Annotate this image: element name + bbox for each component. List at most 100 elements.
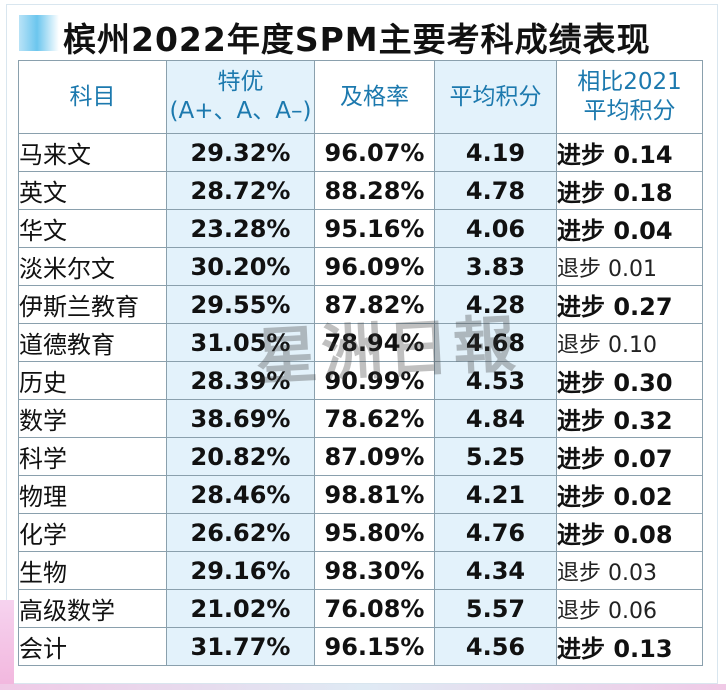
table-row: 历史 28.39% 90.99% 4.53 进步 0.30	[18, 361, 703, 400]
cell-compare: 退步 0.10	[556, 323, 703, 362]
change-value: 0.10	[608, 332, 657, 358]
cell-pass-rate: 87.82%	[314, 285, 435, 324]
cell-subject: 伊斯兰教育	[18, 285, 167, 324]
cell-average: 5.57	[434, 589, 557, 628]
table-row: 数学 38.69% 78.62% 4.84 进步 0.32	[18, 399, 703, 438]
table-row: 道德教育 31.05% 78.94% 4.68 退步 0.10	[18, 323, 703, 362]
header-distinction: 特优 (A+、A、A–)	[166, 60, 315, 134]
cell-compare: 进步 0.04	[556, 209, 703, 248]
trend-label: 进步	[557, 293, 606, 321]
change-value: 0.13	[613, 635, 673, 663]
title-accent-bar	[19, 15, 59, 51]
cell-subject: 数学	[18, 399, 167, 438]
cell-distinction: 26.62%	[166, 513, 315, 552]
table-row: 会计 31.77% 96.15% 4.56 进步 0.13	[18, 627, 703, 666]
cell-subject: 淡米尔文	[18, 247, 167, 286]
change-value: 0.08	[613, 521, 673, 549]
change-value: 0.07	[613, 445, 673, 473]
trend-label: 退步	[557, 598, 602, 624]
cell-compare: 进步 0.18	[556, 171, 703, 210]
header-distinction-line1: 特优	[217, 69, 264, 96]
cell-subject: 华文	[18, 209, 167, 248]
cell-compare: 退步 0.01	[556, 247, 703, 286]
cell-pass-rate: 98.30%	[314, 551, 435, 590]
cell-average: 4.21	[434, 475, 557, 514]
table-row: 化学 26.62% 95.80% 4.76 进步 0.08	[18, 513, 703, 552]
header-compare: 相比2021 平均积分	[556, 60, 703, 134]
cell-pass-rate: 95.80%	[314, 513, 435, 552]
cell-subject: 马来文	[18, 133, 167, 172]
cell-average: 4.19	[434, 133, 557, 172]
change-value: 0.06	[608, 598, 657, 624]
cell-subject: 高级数学	[18, 589, 167, 628]
cell-compare: 进步 0.27	[556, 285, 703, 324]
cell-compare: 进步 0.14	[556, 133, 703, 172]
results-table: 科目 特优 (A+、A、A–) 及格率 平均积分 相比2021 平均积分 马来文…	[18, 60, 703, 666]
cell-pass-rate: 88.28%	[314, 171, 435, 210]
table-header-row: 科目 特优 (A+、A、A–) 及格率 平均积分 相比2021 平均积分	[18, 60, 703, 134]
cell-distinction: 21.02%	[166, 589, 315, 628]
cell-compare: 进步 0.32	[556, 399, 703, 438]
trend-label: 进步	[557, 369, 606, 397]
cell-pass-rate: 96.09%	[314, 247, 435, 286]
cell-distinction: 28.46%	[166, 475, 315, 514]
change-value: 0.30	[613, 369, 673, 397]
cell-pass-rate: 98.81%	[314, 475, 435, 514]
trend-label: 退步	[557, 256, 602, 282]
cell-subject: 英文	[18, 171, 167, 210]
cell-compare: 进步 0.07	[556, 437, 703, 476]
cell-average: 3.83	[434, 247, 557, 286]
cell-average: 4.34	[434, 551, 557, 590]
cell-distinction: 31.77%	[166, 627, 315, 666]
cell-pass-rate: 96.07%	[314, 133, 435, 172]
cell-subject: 会计	[18, 627, 167, 666]
cell-average: 4.53	[434, 361, 557, 400]
cell-average: 5.25	[434, 437, 557, 476]
change-value: 0.04	[613, 217, 673, 245]
cell-subject: 化学	[18, 513, 167, 552]
cell-compare: 进步 0.13	[556, 627, 703, 666]
cell-distinction: 28.39%	[166, 361, 315, 400]
header-distinction-line2: (A+、A、A–)	[169, 98, 312, 124]
change-value: 0.27	[613, 293, 673, 321]
cell-compare: 进步 0.02	[556, 475, 703, 514]
cell-average: 4.76	[434, 513, 557, 552]
cell-subject: 历史	[18, 361, 167, 400]
cell-pass-rate: 96.15%	[314, 627, 435, 666]
trend-label: 退步	[557, 332, 602, 358]
header-compare-line2: 平均积分	[583, 98, 676, 124]
cell-pass-rate: 76.08%	[314, 589, 435, 628]
table-row: 淡米尔文 30.20% 96.09% 3.83 退步 0.01	[18, 247, 703, 286]
cell-average: 4.28	[434, 285, 557, 324]
change-value: 0.01	[608, 256, 657, 282]
header-subject: 科目	[18, 60, 167, 134]
cell-average: 4.68	[434, 323, 557, 362]
trend-label: 退步	[557, 560, 602, 586]
decorative-strip-bottom	[0, 684, 726, 690]
change-value: 0.32	[613, 407, 673, 435]
cell-average: 4.56	[434, 627, 557, 666]
cell-pass-rate: 95.16%	[314, 209, 435, 248]
trend-label: 进步	[557, 635, 606, 663]
change-value: 0.18	[613, 179, 673, 207]
header-pass-rate: 及格率	[314, 60, 435, 134]
cell-distinction: 20.82%	[166, 437, 315, 476]
cell-distinction: 28.72%	[166, 171, 315, 210]
table-row: 伊斯兰教育 29.55% 87.82% 4.28 进步 0.27	[18, 285, 703, 324]
trend-label: 进步	[557, 445, 606, 473]
cell-pass-rate: 87.09%	[314, 437, 435, 476]
cell-subject: 科学	[18, 437, 167, 476]
table-body: 马来文 29.32% 96.07% 4.19 进步 0.14 英文 28.72% 88.28%…	[18, 133, 703, 666]
table-row: 华文 23.28% 95.16% 4.06 进步 0.04	[18, 209, 703, 248]
table-row: 英文 28.72% 88.28% 4.78 进步 0.18	[18, 171, 703, 210]
cell-average: 4.78	[434, 171, 557, 210]
header-average: 平均积分	[434, 60, 557, 134]
table-row: 生物 29.16% 98.30% 4.34 退步 0.03	[18, 551, 703, 590]
table-row: 马来文 29.32% 96.07% 4.19 进步 0.14	[18, 133, 703, 172]
trend-label: 进步	[557, 483, 606, 511]
cell-distinction: 29.16%	[166, 551, 315, 590]
change-value: 0.14	[613, 141, 673, 169]
cell-subject: 生物	[18, 551, 167, 590]
decorative-strip-left	[0, 600, 14, 686]
page-title: 槟州2022年度SPM主要考科成绩表现	[63, 20, 651, 59]
